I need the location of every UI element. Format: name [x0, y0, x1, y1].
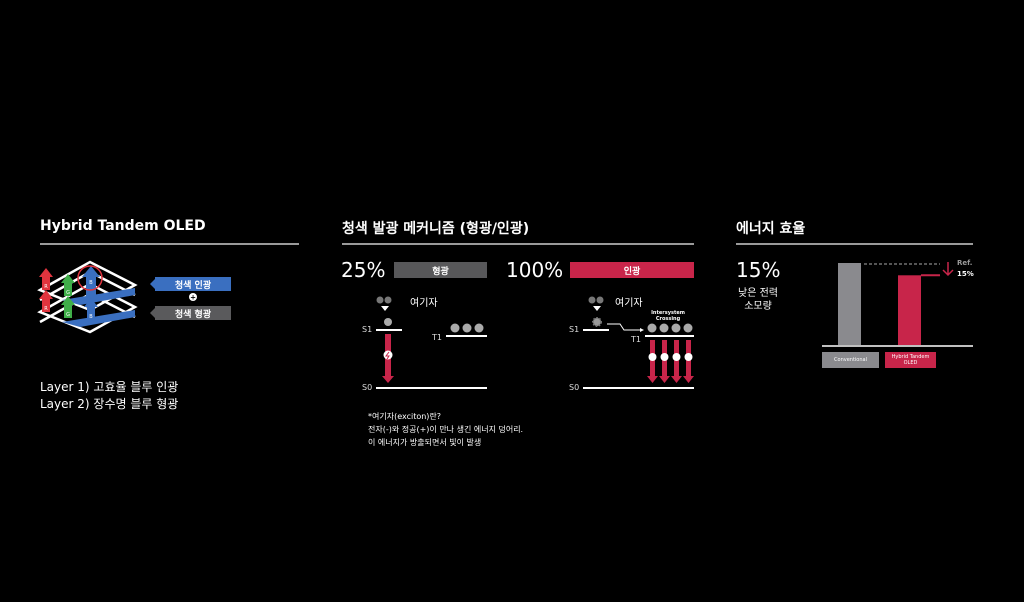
svg-text:R: R	[44, 306, 48, 312]
layer2-rgb-arrows	[39, 290, 98, 322]
exciton-label-right: 여기자	[615, 298, 643, 309]
exciton-label-left: 여기자	[410, 298, 438, 309]
phosphorescence-tag: 인광	[570, 262, 694, 278]
energy-percent: 15%	[736, 258, 781, 282]
letter-g: G	[66, 290, 70, 296]
t1-label-right: T1	[631, 335, 641, 344]
isc-label: Intersystem Crossing	[651, 310, 685, 322]
s1-label-right: S1	[569, 325, 580, 334]
ref-label: Ref. 15%	[957, 259, 974, 278]
layer-1-text: Layer 1) 고효율 블루 인광	[40, 380, 179, 394]
s0-label-right: S0	[569, 383, 580, 392]
svg-text:G: G	[66, 312, 70, 318]
svg-text:+: +	[190, 294, 196, 302]
blue-fluorescence-tag: 청색 형광	[155, 306, 231, 320]
letter-b: B	[89, 280, 93, 286]
lightning-icon	[383, 350, 393, 360]
stack-layer-bottom	[37, 282, 138, 334]
s1-label-left: S1	[362, 325, 373, 334]
s0-label-left: S0	[362, 383, 373, 392]
layer1-rgb-arrows	[39, 265, 103, 296]
category-conventional: Conventional	[822, 352, 879, 368]
divider	[736, 243, 973, 245]
isc-arrow	[607, 323, 640, 331]
down-arrow-icon	[942, 262, 954, 277]
plus-icon	[189, 293, 197, 301]
exciton-circle	[384, 318, 392, 326]
phosphorescence-percent: 100%	[506, 258, 564, 282]
excited-exciton	[592, 317, 602, 327]
blue-phosphorescence-tag: 청색 인광	[155, 277, 231, 291]
energy-desc: 낮은 전력 소모량	[738, 288, 778, 312]
section-title-mechanism: 청색 발광 메커니즘 (형광/인광)	[342, 221, 530, 237]
fluorescence-percent: 25%	[341, 258, 386, 282]
letter-r: R	[44, 284, 48, 290]
section-title-energy: 에너지 효율	[736, 221, 806, 237]
divider	[40, 243, 299, 245]
layer-2-text: Layer 2) 장수명 블루 형광	[40, 397, 179, 411]
exciton-note: *여기자(exciton)란? 전자(-)와 정공(+)이 만나 생긴 에너지 …	[368, 412, 524, 447]
charge-icons-right	[588, 296, 604, 311]
bar-hybrid-tandem	[898, 275, 921, 345]
category-hybrid-tandem: Hybrid Tandem OLED	[885, 352, 936, 368]
highlight-circle	[77, 265, 103, 291]
fluorescence-tag: 형광	[394, 262, 487, 278]
t1-label-left: T1	[432, 333, 442, 342]
divider	[342, 243, 694, 245]
bar-conventional	[838, 263, 861, 345]
charge-icons-left	[376, 296, 392, 311]
section-title-hybrid-tandem: Hybrid Tandem OLED	[40, 218, 206, 234]
svg-text:B: B	[89, 314, 93, 320]
